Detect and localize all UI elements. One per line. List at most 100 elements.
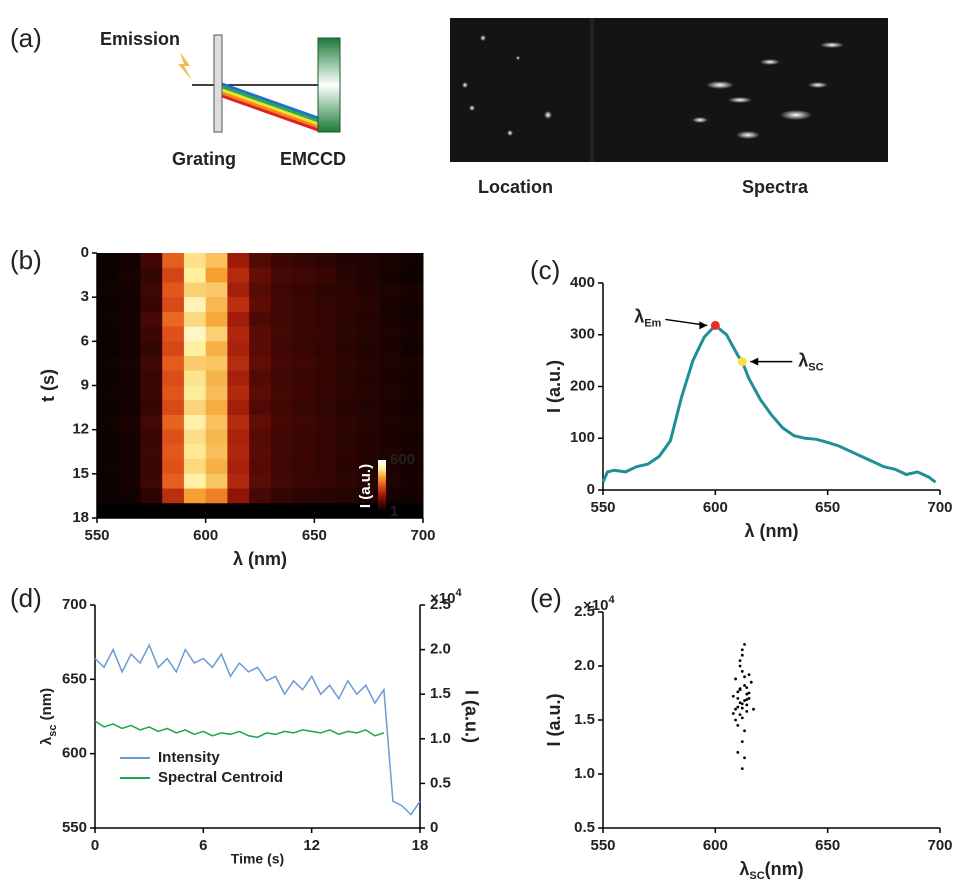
heat-cell bbox=[270, 341, 294, 357]
heat-cell bbox=[140, 385, 163, 401]
heat-cell bbox=[336, 385, 359, 401]
scatter-point bbox=[736, 697, 740, 700]
panel-label: (a) bbox=[10, 23, 42, 53]
heat-cell bbox=[162, 326, 185, 342]
heat-cell bbox=[162, 488, 185, 504]
heat-cell bbox=[357, 429, 381, 445]
heat-cell bbox=[162, 341, 185, 357]
heat-cell bbox=[118, 473, 141, 490]
heat-cell bbox=[314, 253, 337, 269]
heat-cell bbox=[292, 459, 315, 475]
y-axis-label: I (a.u.) bbox=[544, 693, 564, 746]
heat-cell bbox=[357, 311, 381, 328]
heat-cell bbox=[357, 444, 381, 460]
heat-cell bbox=[314, 311, 337, 328]
heat-cell bbox=[379, 297, 402, 313]
x-tick-label: 700 bbox=[927, 499, 952, 516]
heat-cell bbox=[140, 297, 163, 313]
heat-cell bbox=[292, 429, 315, 445]
y-tick-label: 400 bbox=[570, 274, 595, 291]
heat-cell bbox=[314, 267, 337, 283]
heat-cell bbox=[379, 311, 402, 328]
heat-cell bbox=[140, 444, 163, 460]
heat-cell bbox=[97, 414, 120, 431]
heat-cell bbox=[249, 459, 272, 475]
heat-cell bbox=[401, 444, 424, 460]
heat-cell bbox=[205, 253, 228, 269]
heat-cell bbox=[205, 429, 228, 445]
scatter-point bbox=[747, 673, 751, 677]
heat-cell bbox=[118, 503, 141, 519]
colorbar-tick-label: 1 bbox=[390, 503, 398, 520]
heat-cell bbox=[183, 282, 207, 298]
heat-cell bbox=[183, 341, 207, 357]
heat-cell bbox=[227, 341, 250, 357]
heat-cell bbox=[118, 385, 141, 401]
heat-cell bbox=[183, 503, 207, 519]
heat-cell bbox=[227, 473, 250, 490]
heat-cell bbox=[401, 297, 424, 313]
heat-cell bbox=[336, 429, 359, 445]
heat-cell bbox=[183, 473, 207, 490]
y2-tick-label: 1.0 bbox=[430, 730, 451, 747]
heat-cell bbox=[97, 444, 120, 460]
heat-cell bbox=[314, 414, 337, 431]
heat-cell bbox=[97, 326, 120, 342]
y-tick-label: 18 bbox=[72, 509, 89, 526]
grating-label: Grating bbox=[172, 149, 236, 169]
heat-cell bbox=[270, 385, 294, 401]
heat-cell bbox=[183, 356, 207, 372]
emission-label: Emission bbox=[100, 29, 180, 49]
panel-a: (a) Emission Grating EMCCD Location Spec… bbox=[10, 18, 888, 197]
heat-cell bbox=[249, 503, 272, 519]
scatter-point bbox=[743, 675, 746, 679]
heat-cell bbox=[379, 326, 402, 342]
grating bbox=[213, 34, 223, 133]
scatter-point bbox=[736, 705, 740, 709]
heat-cell bbox=[205, 400, 228, 416]
heat-cell bbox=[140, 503, 163, 519]
heat-cell bbox=[379, 444, 402, 460]
x-tick-label: 650 bbox=[815, 837, 840, 854]
heat-cell bbox=[401, 282, 424, 298]
y2-tick-label: 0.5 bbox=[430, 774, 451, 791]
heat-cell bbox=[270, 414, 294, 431]
location-label: Location bbox=[478, 177, 553, 197]
arrow-head bbox=[699, 321, 708, 330]
y2-tick-label: 2.0 bbox=[430, 641, 451, 658]
heat-cell bbox=[401, 400, 424, 416]
heat-cell bbox=[379, 356, 402, 372]
heat-cell bbox=[292, 503, 315, 519]
y-axis-label-part: λ bbox=[38, 736, 55, 745]
heat-cell bbox=[97, 385, 120, 401]
heat-cell bbox=[401, 253, 424, 269]
scatter-point bbox=[738, 713, 742, 716]
heat-cell bbox=[270, 444, 294, 460]
heat-cell bbox=[270, 326, 294, 342]
heat-cell bbox=[379, 267, 402, 283]
heat-cell bbox=[249, 414, 272, 431]
heat-cell bbox=[336, 400, 359, 416]
scatter-point bbox=[738, 659, 742, 662]
heat-cell bbox=[379, 385, 402, 401]
heat-cell bbox=[162, 370, 185, 386]
y-tick-label: 300 bbox=[570, 326, 595, 343]
y-tick-label: 1.5 bbox=[574, 711, 595, 728]
x-axis-label-part: λ bbox=[739, 859, 749, 879]
heat-cell bbox=[227, 282, 250, 298]
heat-cell bbox=[249, 341, 272, 357]
heat-cell bbox=[357, 341, 381, 357]
heat-cell bbox=[270, 473, 294, 490]
scatter-point bbox=[740, 670, 744, 673]
heat-cell bbox=[140, 400, 163, 416]
y-tick-label: 1.0 bbox=[574, 765, 595, 782]
heat-cell bbox=[162, 297, 185, 313]
annotation: λSC bbox=[798, 350, 823, 373]
heat-cell bbox=[357, 356, 381, 372]
heat-cell bbox=[205, 503, 228, 519]
heat-cell bbox=[118, 370, 141, 386]
scatter-point bbox=[731, 712, 735, 715]
heat-cell bbox=[357, 370, 381, 386]
heat-cell bbox=[183, 429, 207, 445]
x-tick-label: 600 bbox=[703, 499, 728, 516]
